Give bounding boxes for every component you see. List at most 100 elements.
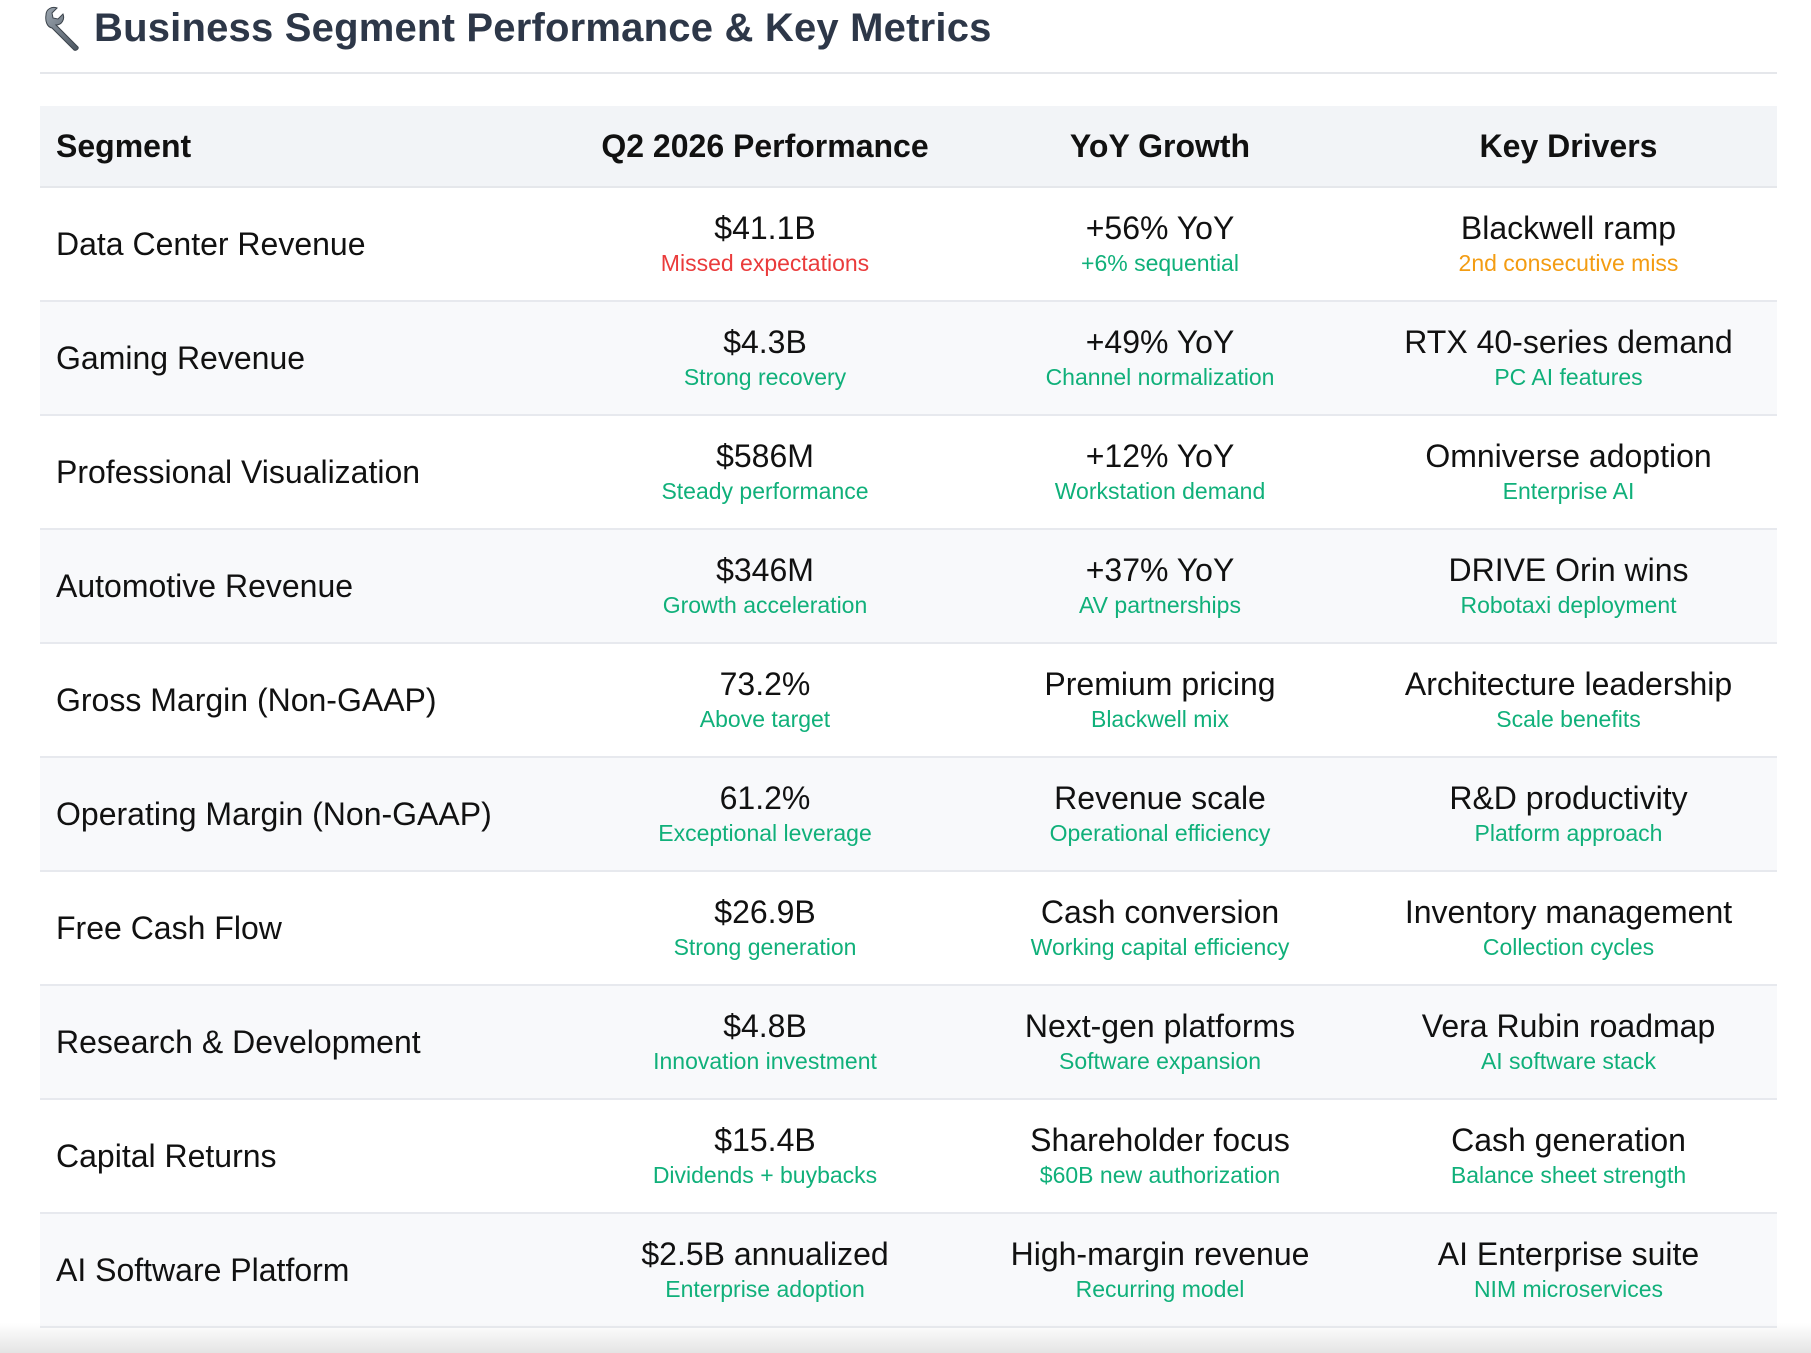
performance-note: Dividends + buybacks [652, 1162, 878, 1188]
table-row: Capital Returns $15.4B Dividends + buyback… [40, 1099, 1777, 1213]
segment-name-cell: Research & Development [56, 1023, 421, 1060]
performance-cell: $4.8B Innovation investment [570, 985, 960, 1099]
segment-name-cell: Automotive Revenue [56, 567, 354, 604]
yoy-growth-note: Working capital efficiency [1030, 934, 1290, 960]
page: Business Segment Performance & Key Metri… [40, 0, 1777, 1328]
key-drivers-cell: RTX 40-series demand PC AI features [1360, 301, 1777, 415]
segment-name-cell: Gaming Revenue [56, 339, 306, 376]
yoy-growth-cell: +12% YoY Workstation demand [960, 415, 1360, 529]
performance-value: $4.3B [723, 324, 807, 360]
table-row: Research & Development $4.8B Innovation in… [40, 985, 1777, 1099]
performance-value: $41.1B [714, 210, 816, 246]
key-drivers-note: Scale benefits [1496, 706, 1641, 732]
segment-name-cell: Operating Margin (Non-GAAP) [56, 795, 492, 832]
key-drivers-cell: AI Enterprise suite NIM microservices [1360, 1213, 1777, 1327]
yoy-growth-note: AV partnerships [1079, 592, 1241, 618]
key-drivers-value: Vera Rubin roadmap [1421, 1008, 1716, 1044]
table-row: Gaming Revenue $4.3B Strong recovery +49% Y… [40, 301, 1777, 415]
performance-cell: $2.5B annualized Enterprise adoption [570, 1213, 960, 1327]
table-row: Gross Margin (Non-GAAP) 73.2% Above target… [40, 643, 1777, 757]
key-drivers-value: Architecture leadership [1404, 666, 1733, 702]
yoy-growth-value: Next-gen platforms [1024, 1008, 1296, 1044]
performance-value: $26.9B [714, 894, 816, 930]
performance-note: Strong recovery [683, 364, 847, 390]
yoy-growth-note: +6% sequential [1081, 250, 1239, 276]
yoy-growth-value: High-margin revenue [1010, 1236, 1310, 1272]
performance-cell: $346M Growth acceleration [570, 529, 960, 643]
yoy-growth-cell: +56% YoY +6% sequential [960, 187, 1360, 301]
key-drivers-cell: R&D productivity Platform approach [1360, 757, 1777, 871]
performance-cell: $41.1B Missed expectations [570, 187, 960, 301]
table-row: Operating Margin (Non-GAAP) 61.2% Exceptio… [40, 757, 1777, 871]
table-row: Professional Visualization $586M Steady pe… [40, 415, 1777, 529]
yoy-growth-value: Cash conversion [1040, 894, 1280, 930]
yoy-growth-cell: High-margin revenue Recurring model [960, 1213, 1360, 1327]
yoy-growth-cell: Next-gen platforms Software expansion [960, 985, 1360, 1099]
performance-value: $4.8B [723, 1008, 807, 1044]
performance-cell: 73.2% Above target [570, 643, 960, 757]
performance-note: Innovation investment [653, 1048, 877, 1074]
column-header-performance: Q2 2026 Performance [570, 106, 960, 188]
column-header-yoy-growth: YoY Growth [960, 106, 1360, 188]
yoy-growth-cell: +49% YoY Channel normalization [960, 301, 1360, 415]
performance-note: Above target [699, 706, 831, 732]
performance-value: $346M [716, 552, 814, 588]
table-row: AI Software Platform $2.5B annualized Ente… [40, 1213, 1777, 1327]
yoy-growth-cell: +37% YoY AV partnerships [960, 529, 1360, 643]
segment-name-cell: Data Center Revenue [56, 225, 366, 262]
yoy-growth-note: Channel normalization [1045, 364, 1275, 390]
key-drivers-cell: Omniverse adoption Enterprise AI [1360, 415, 1777, 529]
yoy-growth-note: Workstation demand [1054, 478, 1266, 504]
key-drivers-note: PC AI features [1494, 364, 1643, 390]
key-drivers-value: Inventory management [1404, 894, 1733, 930]
yoy-growth-value: +56% YoY [1085, 210, 1235, 246]
yoy-growth-value: Premium pricing [1044, 666, 1276, 702]
table-row: Data Center Revenue $41.1B Missed expectat… [40, 187, 1777, 301]
key-drivers-value: RTX 40-series demand [1404, 324, 1733, 360]
table-body: Data Center Revenue $41.1B Missed expectat… [40, 187, 1777, 1327]
key-drivers-note: Platform approach [1474, 820, 1663, 846]
key-drivers-cell: Blackwell ramp 2nd consecutive miss [1360, 187, 1777, 301]
yoy-growth-value: +37% YoY [1085, 552, 1235, 588]
performance-note: Exceptional leverage [658, 820, 872, 846]
segment-metrics-table: Segment Q2 2026 Performance YoY Growth K… [40, 106, 1777, 1328]
performance-cell: $15.4B Dividends + buybacks [570, 1099, 960, 1213]
performance-cell: 61.2% Exceptional leverage [570, 757, 960, 871]
key-drivers-note: AI software stack [1480, 1048, 1657, 1074]
segment-name-cell: Professional Visualization [56, 453, 421, 490]
yoy-growth-cell: Shareholder focus $60B new authorization [960, 1099, 1360, 1213]
key-drivers-note: Collection cycles [1482, 934, 1655, 960]
table-header: Segment Q2 2026 Performance YoY Growth K… [40, 106, 1777, 188]
segment-name-cell: AI Software Platform [56, 1251, 350, 1288]
performance-note: Steady performance [661, 478, 869, 504]
key-drivers-note: Robotaxi deployment [1460, 592, 1677, 618]
performance-note: Enterprise adoption [665, 1276, 865, 1302]
yoy-growth-note: Blackwell mix [1090, 706, 1230, 732]
column-header-key-drivers: Key Drivers [1360, 106, 1777, 188]
key-drivers-value: Omniverse adoption [1425, 438, 1712, 474]
key-drivers-cell: Architecture leadership Scale benefits [1360, 643, 1777, 757]
yoy-growth-cell: Cash conversion Working capital efficienc… [960, 871, 1360, 985]
performance-value: $586M [716, 438, 814, 474]
performance-value: $2.5B annualized [641, 1236, 889, 1272]
performance-note: Missed expectations [660, 250, 870, 276]
table-header-row: Segment Q2 2026 Performance YoY Growth K… [40, 106, 1777, 188]
bottom-fade [0, 1323, 1811, 1353]
performance-value: 73.2% [719, 666, 811, 702]
performance-cell: $586M Steady performance [570, 415, 960, 529]
performance-value: $15.4B [714, 1122, 816, 1158]
key-drivers-value: Cash generation [1451, 1122, 1686, 1158]
performance-note: Strong generation [673, 934, 857, 960]
yoy-growth-cell: Premium pricing Blackwell mix [960, 643, 1360, 757]
table-row: Automotive Revenue $346M Growth accelerati… [40, 529, 1777, 643]
segment-name-cell: Capital Returns [56, 1137, 277, 1174]
yoy-growth-note: Recurring model [1075, 1276, 1245, 1302]
yoy-growth-value: +49% YoY [1085, 324, 1235, 360]
yoy-growth-note: $60B new authorization [1039, 1162, 1281, 1188]
performance-note: Growth acceleration [662, 592, 868, 618]
key-drivers-value: Blackwell ramp [1460, 210, 1677, 246]
wrench-icon [40, 5, 86, 51]
key-drivers-value: AI Enterprise suite [1437, 1236, 1700, 1272]
key-drivers-cell: DRIVE Orin wins Robotaxi deployment [1360, 529, 1777, 643]
key-drivers-note: Enterprise AI [1502, 478, 1635, 504]
